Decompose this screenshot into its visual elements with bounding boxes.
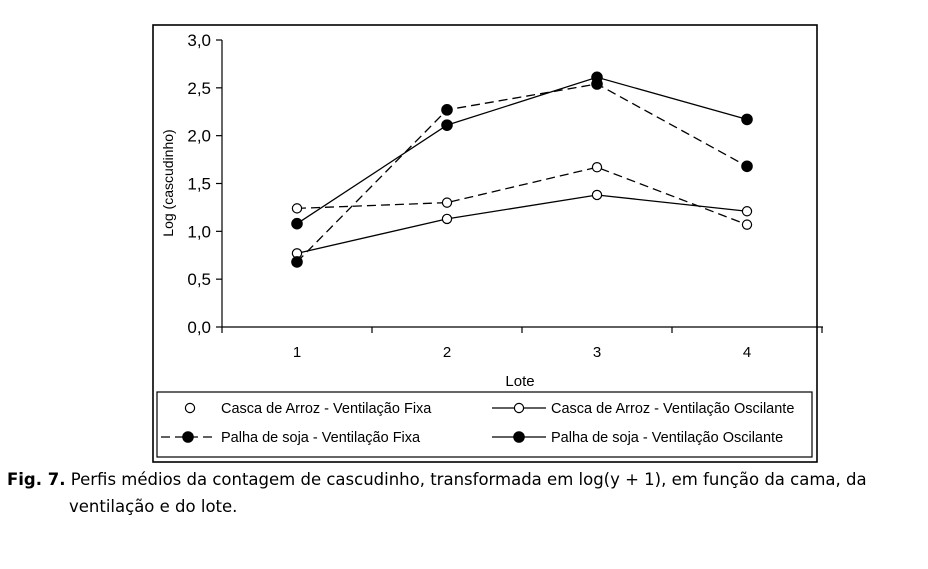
data-point-series-2 <box>741 206 753 217</box>
data-point-series-3 <box>741 160 753 173</box>
x-tick-label: 4 <box>743 344 751 361</box>
legend-marker-series-4 <box>513 431 525 443</box>
data-point-series-1 <box>591 162 603 173</box>
data-point-series-4 <box>291 217 303 230</box>
data-point-series-2 <box>441 213 453 225</box>
x-axis-label: Lote <box>505 373 534 390</box>
figure-caption-label: Fig. 7. <box>7 470 66 489</box>
legend-label-series-3: Palha de soja - Ventilação Fixa <box>221 430 421 446</box>
y-tick-label: 0,5 <box>187 270 211 289</box>
data-point-series-4 <box>441 119 453 131</box>
x-tick-label: 1 <box>293 344 301 361</box>
y-tick-label: 2,0 <box>187 127 211 146</box>
legend-box <box>156 391 813 458</box>
figure-caption-line1: Perfis médios da contagem de cascudinho,… <box>70 470 867 489</box>
y-tick-label: 3,0 <box>187 31 211 50</box>
data-point-series-1 <box>441 197 453 208</box>
data-point-series-4 <box>741 113 753 126</box>
data-point-series-1 <box>741 219 753 230</box>
legend-label-series-4: Palha de soja - Ventilação Oscilante <box>551 430 783 446</box>
data-point-series-3 <box>441 104 453 116</box>
y-axis-label: Log (cascudinho) <box>160 129 176 236</box>
data-point-series-1 <box>291 203 303 214</box>
legend-marker-series-1 <box>184 402 196 414</box>
y-tick-label: 1,0 <box>187 222 211 241</box>
series-line-2 <box>296 194 748 254</box>
data-point-series-2 <box>591 189 603 201</box>
legend-label-series-2: Casca de Arroz - Ventilação Oscilante <box>551 401 794 417</box>
legend-marker-series-3 <box>182 431 194 443</box>
series-line-1 <box>296 166 748 226</box>
x-tick-label: 3 <box>593 344 601 361</box>
data-point-series-3 <box>291 256 303 268</box>
y-tick-label: 1,5 <box>187 175 211 194</box>
figure-caption-line2: ventilação e do lote. <box>69 497 238 516</box>
series-line-3 <box>296 83 748 263</box>
legend-marker-series-2 <box>513 402 525 414</box>
x-tick-label: 2 <box>443 344 451 361</box>
data-point-series-4 <box>591 71 603 84</box>
y-tick-label: 2,5 <box>187 79 211 98</box>
chart-frame <box>152 24 818 463</box>
series-line-4 <box>296 76 748 225</box>
y-tick-label: 0,0 <box>187 318 211 337</box>
legend-label-series-1: Casca de Arroz - Ventilação Fixa <box>221 401 432 417</box>
figure-caption: Fig. 7. Perfis médios da contagem de cas… <box>7 466 922 520</box>
